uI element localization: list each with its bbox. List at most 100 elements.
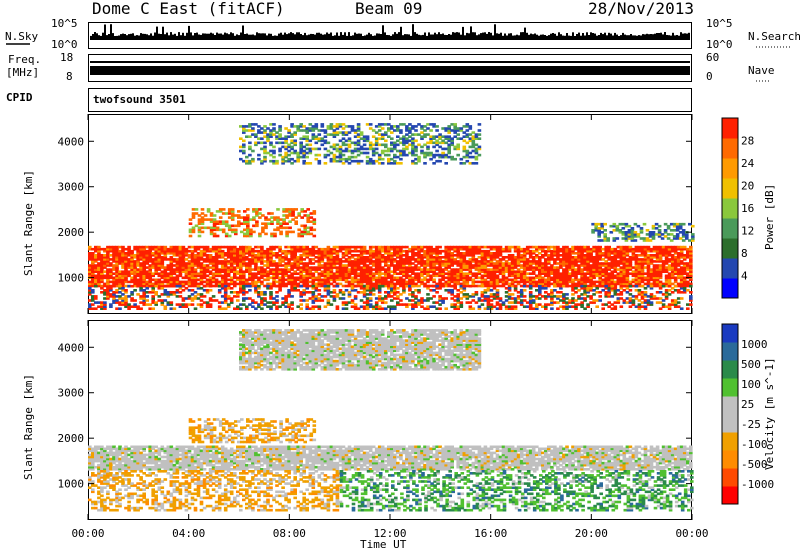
data-cell — [130, 299, 134, 302]
data-cell — [353, 260, 358, 263]
data-cell — [106, 260, 110, 263]
data-cell — [374, 278, 379, 282]
data-cell — [559, 299, 563, 302]
data-cell — [249, 218, 253, 221]
data-cell — [634, 256, 639, 259]
data-cell — [504, 291, 509, 294]
data-cell — [556, 291, 560, 294]
data-cell — [486, 256, 491, 259]
data-cell — [601, 247, 605, 251]
data-cell — [344, 284, 349, 288]
data-cell — [269, 245, 273, 249]
data-cell — [353, 247, 358, 251]
data-cell — [229, 247, 234, 251]
data-cell — [423, 260, 427, 263]
data-cell — [390, 307, 394, 310]
data-cell — [223, 245, 228, 249]
data-cell — [531, 282, 536, 286]
data-cell — [142, 301, 146, 304]
data-cell — [598, 282, 602, 286]
data-cell — [589, 295, 593, 298]
data-cell — [160, 280, 165, 284]
data-cell — [513, 274, 518, 278]
data-cell — [100, 278, 104, 282]
data-cell — [335, 249, 340, 253]
data-cell — [462, 276, 467, 280]
data-cell — [368, 249, 373, 253]
data-cell — [260, 301, 264, 304]
data-cell — [513, 256, 518, 259]
data-cell — [246, 218, 250, 221]
data-cell — [88, 284, 92, 288]
data-cell — [387, 247, 391, 251]
data-cell — [519, 299, 524, 302]
data-cell — [535, 280, 539, 284]
data-cell — [531, 276, 536, 280]
data-cell — [384, 268, 388, 271]
data-cell — [519, 270, 524, 273]
data-cell — [344, 307, 349, 310]
data-cell — [350, 245, 355, 249]
data-cell — [547, 258, 551, 261]
data-cell — [157, 264, 162, 267]
data-cell — [215, 220, 220, 223]
data-cell — [118, 274, 122, 278]
data-cell — [208, 249, 213, 253]
data-cell — [414, 272, 418, 275]
data-cell — [157, 282, 162, 286]
data-cell — [384, 301, 388, 304]
data-cell — [601, 289, 605, 292]
data-cell — [365, 260, 370, 263]
data-cell — [435, 256, 439, 259]
data-cell — [495, 278, 500, 282]
data-cell — [655, 268, 660, 271]
data-cell — [115, 252, 119, 255]
data-cell — [127, 266, 131, 269]
data-cell — [239, 282, 243, 286]
data-cell — [390, 276, 394, 280]
data-cell — [184, 252, 189, 255]
data-cell — [169, 268, 174, 271]
nsearch-bottom-tick: 10^0 — [706, 38, 733, 51]
data-cell — [377, 305, 382, 308]
data-cell — [652, 266, 657, 269]
data-cell — [474, 284, 479, 288]
data-cell — [205, 301, 210, 304]
data-cell — [544, 274, 548, 278]
nsky-top-tick: 10^5 — [51, 17, 78, 30]
data-cell — [538, 282, 542, 286]
data-cell — [278, 258, 282, 261]
data-cell — [652, 245, 657, 249]
data-cell — [133, 262, 137, 265]
data-cell — [175, 270, 180, 273]
data-cell — [341, 264, 346, 267]
data-cell — [157, 256, 162, 259]
data-cell — [312, 210, 317, 213]
data-cell — [556, 270, 560, 273]
data-cell — [580, 272, 584, 275]
data-cell — [356, 256, 361, 259]
data-cell — [181, 252, 186, 255]
data-cell — [598, 245, 602, 249]
data-cell — [311, 258, 316, 261]
data-cell — [571, 274, 575, 278]
data-cell — [296, 262, 300, 265]
data-cell — [459, 270, 464, 273]
data-cell — [151, 274, 155, 278]
data-cell — [163, 280, 168, 284]
data-cell — [598, 258, 602, 261]
data-cell — [226, 249, 231, 253]
data-cell — [438, 270, 442, 273]
data-cell — [169, 301, 174, 304]
data-cell — [103, 291, 107, 294]
data-cell — [643, 305, 648, 308]
data-cell — [221, 208, 226, 211]
data-cell — [405, 280, 409, 284]
data-cell — [465, 301, 470, 304]
data-cell — [320, 252, 325, 255]
data-cell — [547, 270, 551, 273]
data-cell — [290, 274, 294, 278]
data-cell — [139, 272, 143, 275]
data-cell — [544, 307, 548, 310]
data-cell — [362, 289, 367, 292]
